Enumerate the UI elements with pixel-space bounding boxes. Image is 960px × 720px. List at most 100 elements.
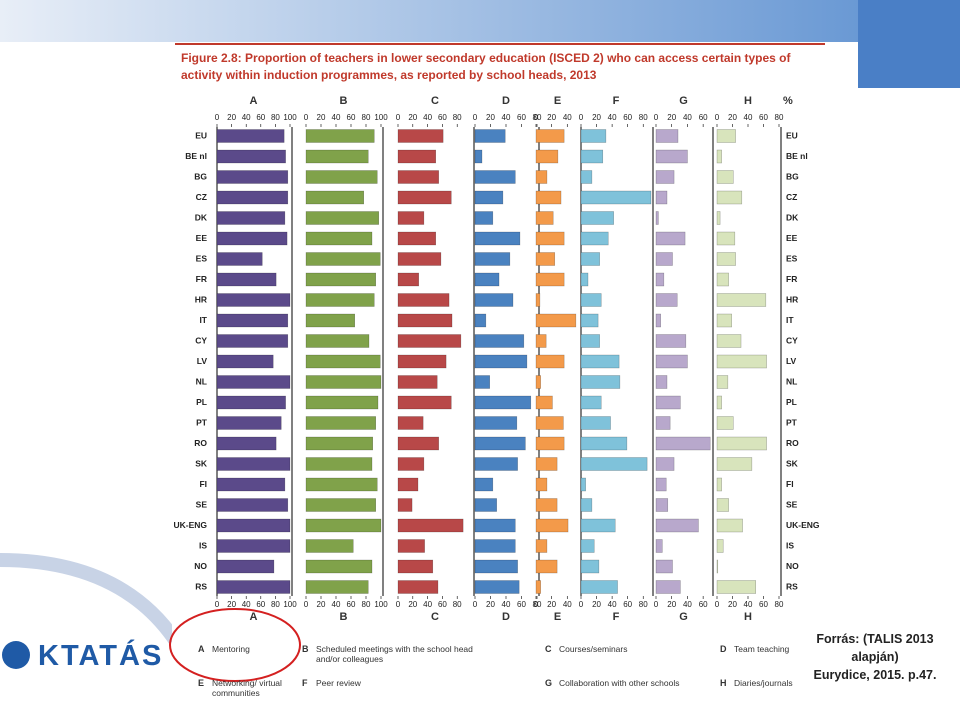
category-label: CY	[195, 335, 207, 345]
category-label: IT	[786, 315, 794, 325]
bar	[580, 436, 628, 451]
x-tick-label: 80	[775, 600, 784, 609]
bar	[655, 293, 678, 307]
category-label: PL	[196, 397, 207, 407]
x-tick-label: 40	[608, 600, 617, 609]
bar	[216, 477, 286, 492]
bar	[716, 354, 767, 369]
x-tick-label: 20	[486, 113, 495, 122]
bar	[655, 477, 667, 492]
bar	[474, 539, 516, 553]
bar	[216, 211, 286, 225]
bar	[716, 313, 732, 328]
bar	[716, 498, 729, 512]
category-label: FR	[786, 274, 797, 284]
x-tick-label: 60	[517, 600, 526, 609]
panel-letter: A	[250, 95, 258, 107]
x-tick-label: 0	[534, 600, 539, 609]
bar	[397, 211, 425, 225]
x-tick-label: 20	[408, 600, 417, 609]
category-label: ES	[196, 253, 208, 263]
bar	[216, 559, 275, 574]
source-line: alapján)	[851, 650, 899, 664]
bar	[397, 149, 436, 164]
bar	[474, 375, 490, 389]
bar	[716, 211, 721, 225]
bar	[305, 580, 369, 594]
x-tick-label: 40	[563, 600, 572, 609]
category-label: EE	[196, 233, 208, 243]
x-tick-label: 0	[654, 113, 659, 122]
panel-letter: G	[679, 95, 688, 107]
bar	[535, 580, 541, 594]
category-label: SE	[196, 499, 208, 509]
bar	[580, 272, 589, 287]
bar	[580, 334, 600, 348]
bar	[305, 334, 370, 348]
category-label: RO	[786, 438, 799, 448]
bar	[580, 477, 586, 492]
legend-label: Mentoring	[212, 644, 250, 654]
x-tick-label: 20	[227, 113, 236, 122]
bar	[474, 252, 511, 266]
bar	[305, 375, 382, 389]
bar	[716, 272, 729, 287]
bar	[655, 416, 671, 430]
bar	[716, 293, 767, 307]
bar	[655, 313, 661, 328]
x-tick-label: 20	[408, 113, 417, 122]
bar	[655, 395, 681, 410]
legend-key: B	[302, 644, 309, 654]
bar	[580, 539, 595, 553]
x-tick-label: 0	[215, 113, 220, 122]
x-tick-label: 60	[759, 113, 768, 122]
bar	[535, 375, 541, 389]
bar	[580, 457, 648, 471]
bar	[655, 334, 687, 348]
x-tick-label: 40	[423, 600, 432, 609]
legend-label: Courses/seminars	[559, 644, 628, 654]
bar	[716, 580, 756, 594]
x-tick-label: 80	[533, 113, 542, 122]
bar	[474, 272, 500, 287]
bar	[716, 539, 724, 553]
bar	[535, 498, 558, 512]
legend-entry: C Courses/seminars	[545, 644, 695, 668]
x-tick-label: 40	[423, 113, 432, 122]
category-label: HR	[786, 294, 798, 304]
x-tick-label: 40	[744, 113, 753, 122]
bar	[474, 211, 494, 225]
bar	[305, 539, 354, 553]
bar	[655, 498, 669, 512]
bar	[655, 375, 668, 389]
category-label: PT	[196, 417, 208, 427]
bar	[474, 395, 532, 410]
panel-letter: H	[744, 95, 752, 107]
category-label: FR	[196, 274, 207, 284]
bar	[716, 231, 736, 246]
bar	[474, 354, 528, 369]
panel-letter: B	[340, 95, 348, 107]
legend-entry: D Team teaching	[720, 644, 870, 668]
bar	[216, 518, 291, 533]
bar	[716, 395, 722, 410]
bar	[716, 129, 736, 143]
bar	[535, 436, 565, 451]
bar	[535, 539, 548, 553]
bar	[580, 170, 593, 184]
legend-label: Team teaching	[734, 644, 790, 654]
bar	[397, 293, 450, 307]
bar	[474, 457, 518, 471]
bar	[216, 457, 291, 471]
bar	[216, 375, 291, 389]
bar	[535, 170, 548, 184]
bar	[535, 252, 556, 266]
x-tick-label: 20	[728, 113, 737, 122]
bar	[535, 354, 565, 369]
bar	[474, 334, 525, 348]
bar	[397, 518, 464, 533]
bar	[580, 395, 602, 410]
x-tick-label: 80	[271, 113, 280, 122]
